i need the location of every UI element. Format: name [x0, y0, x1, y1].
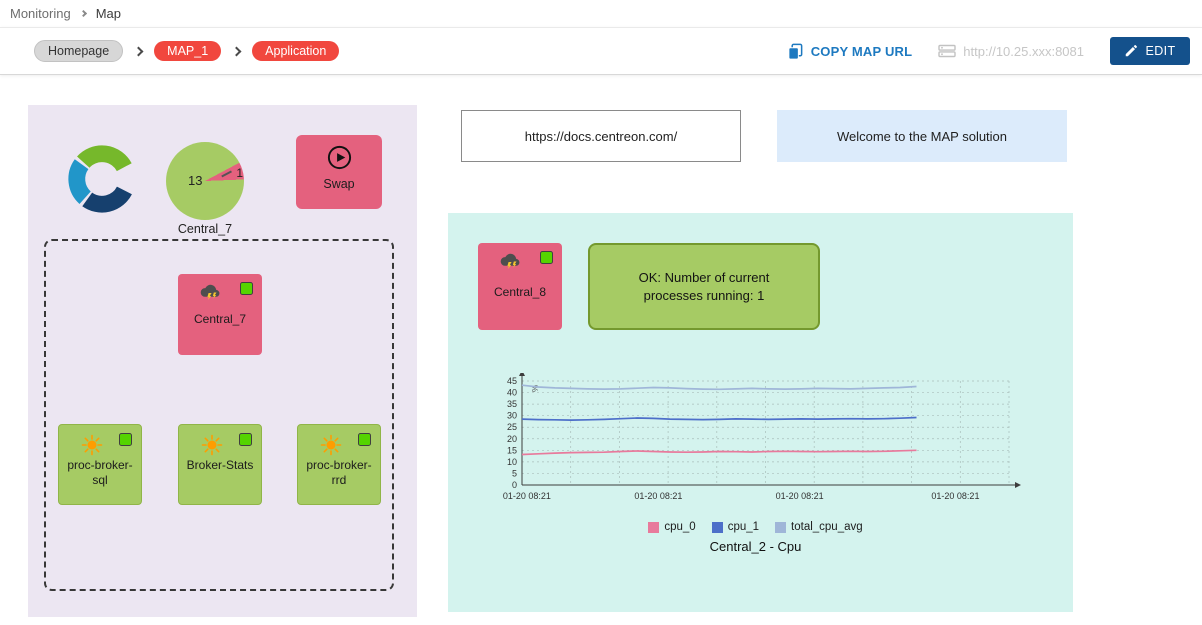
process-container-widget: Central_8 OK: Number of current processe… — [448, 213, 1073, 612]
legend-item: cpu_0 — [648, 521, 696, 533]
svg-text:20: 20 — [507, 434, 517, 444]
breadcrumb-monitoring[interactable]: Monitoring — [10, 6, 71, 21]
legend-swatch-cpu0 — [648, 521, 660, 533]
welcome-text: Welcome to the MAP solution — [836, 128, 1008, 144]
svg-text:30: 30 — [507, 411, 517, 421]
chevron-right-icon — [79, 9, 87, 18]
chevron-right-icon — [231, 46, 242, 56]
breadcrumb-map[interactable]: Map — [95, 6, 121, 21]
node-label: Broker-Stats — [186, 458, 254, 472]
status-ok-indicator — [240, 282, 253, 295]
node-central-8[interactable]: Central_8 — [478, 243, 562, 330]
storm-cloud-icon — [200, 284, 220, 301]
legend-label: cpu_0 — [664, 521, 696, 533]
chart-legend: cpu_0 cpu_1 total_cpu_avg — [488, 521, 1023, 533]
breadcrumb: Monitoring Map — [0, 0, 1202, 27]
status-ok-indicator — [540, 251, 553, 264]
map-breadcrumb-chips: Homepage MAP_1 Application — [34, 40, 340, 62]
docs-link-text: https://docs.centreon.com/ — [524, 128, 678, 144]
svg-text:45: 45 — [507, 376, 517, 386]
sun-icon — [81, 434, 103, 456]
breadcrumb-chip-application[interactable]: Application — [252, 41, 340, 61]
pie-chart-label: Central_7 — [177, 222, 233, 236]
node-label: proc-broker-rrd — [306, 458, 372, 487]
server-url: http://10.25.xxx:8081 — [938, 44, 1084, 59]
svg-text:01-20 08:21: 01-20 08:21 — [503, 491, 551, 501]
breadcrumb-chip-map1[interactable]: MAP_1 — [154, 41, 222, 61]
server-icon — [938, 44, 956, 58]
pie-problem-count: 1 — [236, 166, 243, 180]
group-container[interactable] — [44, 239, 394, 591]
copy-map-url-label: COPY MAP URL — [810, 43, 913, 59]
legend-item: cpu_1 — [711, 521, 760, 533]
service-output-text: OK: Number of current processes running:… — [638, 269, 770, 303]
status-ok-indicator — [358, 433, 371, 446]
copy-map-url-button[interactable]: COPY MAP URL — [787, 43, 913, 60]
svg-text:25: 25 — [507, 422, 517, 432]
legend-label: total_cpu_avg — [791, 521, 863, 533]
breadcrumb-chip-homepage[interactable]: Homepage — [34, 40, 124, 62]
map-canvas: 13 1 Central_7 Swap Cen — [0, 76, 1202, 625]
svg-text:01-20 08:21: 01-20 08:21 — [931, 491, 979, 501]
pie-callout-line — [221, 170, 232, 177]
map-toolbar: Homepage MAP_1 Application COPY MAP URL — [0, 27, 1202, 75]
copy-icon — [788, 43, 803, 60]
pie-chart[interactable]: 13 1 — [166, 142, 244, 220]
pie-ok-count: 13 — [188, 173, 203, 188]
svg-text:01-20 08:21: 01-20 08:21 — [776, 491, 824, 501]
node-label: proc-broker-sql — [67, 458, 133, 487]
legend-label: cpu_1 — [727, 521, 760, 533]
svg-text:01-20 08:21: 01-20 08:21 — [634, 491, 682, 501]
swap-label: Swap — [323, 177, 355, 191]
node-label: Central_8 — [493, 285, 547, 299]
legend-swatch-total — [775, 521, 787, 533]
svg-text:35: 35 — [507, 399, 517, 409]
sun-icon — [201, 434, 223, 456]
docs-link-widget[interactable]: https://docs.centreon.com/ — [461, 110, 741, 162]
swap-widget[interactable]: Swap — [296, 135, 382, 209]
chevron-right-icon — [133, 46, 144, 56]
status-ok-indicator — [239, 433, 252, 446]
node-label: Central_7 — [193, 312, 247, 326]
svg-text:%: % — [530, 385, 539, 392]
legend-swatch-cpu1 — [711, 521, 723, 533]
status-ok-indicator — [119, 433, 132, 446]
node-proc-broker-rrd[interactable]: proc-broker-rrd — [297, 424, 381, 505]
edit-button[interactable]: EDIT — [1110, 37, 1190, 65]
toolbar-right: COPY MAP URL http://10.25.xxx:8081 EDIT — [787, 37, 1190, 65]
sun-icon — [320, 434, 342, 456]
svg-text:5: 5 — [512, 468, 517, 478]
svg-text:10: 10 — [507, 457, 517, 467]
chart-title: Central_2 - Cpu — [709, 539, 802, 554]
svg-text:15: 15 — [507, 445, 517, 455]
pencil-icon — [1126, 45, 1138, 57]
node-broker-stats[interactable]: Broker-Stats — [178, 424, 262, 505]
play-circle-icon — [327, 145, 351, 170]
svg-text:0: 0 — [512, 480, 517, 490]
centreon-logo — [68, 145, 132, 213]
server-url-text: http://10.25.xxx:8081 — [963, 43, 1084, 59]
legend-item: total_cpu_avg — [775, 521, 863, 533]
left-container-widget: 13 1 Central_7 Swap Cen — [28, 105, 417, 617]
service-output-widget[interactable]: OK: Number of current processes running:… — [588, 243, 820, 330]
welcome-widget: Welcome to the MAP solution — [777, 110, 1067, 162]
node-proc-broker-sql[interactable]: proc-broker-sql — [58, 424, 142, 505]
storm-cloud-icon — [500, 253, 520, 270]
cpu-chart-widget[interactable]: 0 5 10 15 20 25 30 35 40 45% 01-20 08:21 01-20 08:2… — [488, 373, 1023, 554]
node-central-7[interactable]: Central_7 — [178, 274, 262, 355]
edit-label: EDIT — [1145, 44, 1176, 58]
svg-text:40: 40 — [507, 388, 517, 398]
